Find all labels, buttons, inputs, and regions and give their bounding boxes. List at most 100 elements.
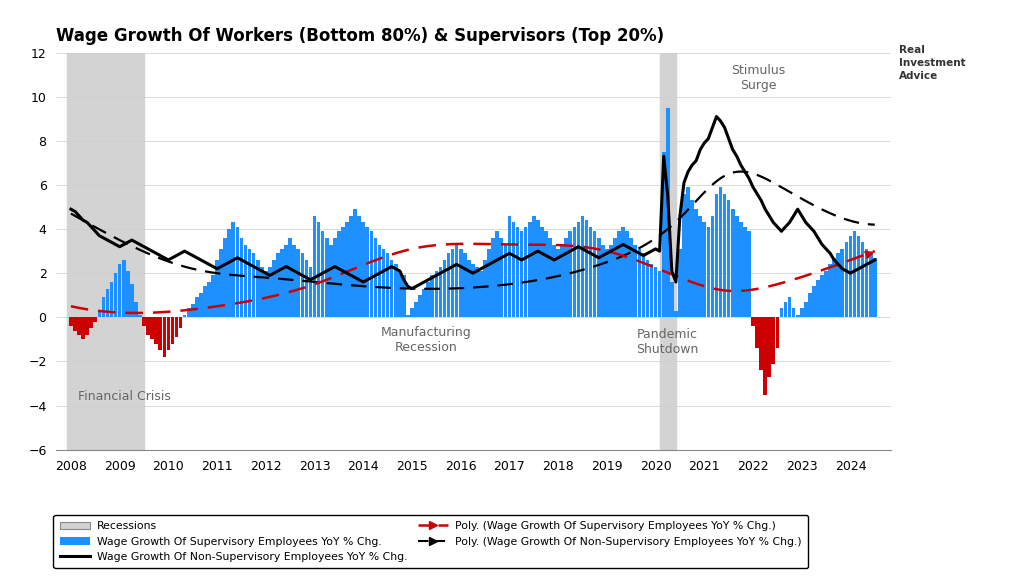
Text: Manufacturing
Recession: Manufacturing Recession — [381, 326, 472, 354]
Bar — [820, 276, 824, 317]
Bar — [723, 194, 726, 317]
Bar — [240, 238, 244, 317]
Bar — [792, 308, 796, 317]
Bar — [504, 245, 507, 317]
Bar — [89, 317, 93, 328]
Bar — [796, 315, 800, 317]
Bar — [203, 286, 207, 317]
Bar — [223, 238, 227, 317]
Bar — [171, 317, 174, 344]
Bar — [69, 317, 73, 326]
Text: Wage Growth Of Workers (Bottom 80%) & Supervisors (Top 20%): Wage Growth Of Workers (Bottom 80%) & Su… — [56, 27, 665, 46]
Bar — [329, 245, 333, 317]
Bar — [463, 253, 467, 317]
Bar — [512, 223, 515, 317]
Bar — [411, 308, 414, 317]
Bar — [114, 273, 118, 317]
Bar — [442, 260, 446, 317]
Bar — [370, 231, 373, 317]
Bar — [783, 302, 787, 317]
Bar — [837, 253, 840, 317]
Bar — [434, 271, 438, 317]
Bar — [556, 249, 560, 317]
Bar — [138, 315, 141, 317]
Bar — [398, 271, 401, 317]
Bar — [731, 209, 734, 317]
Bar — [568, 231, 572, 317]
Bar — [67, 53, 144, 450]
Bar — [804, 302, 808, 317]
Bar — [276, 253, 280, 317]
Bar — [690, 200, 694, 317]
Bar — [767, 317, 771, 377]
Bar — [483, 260, 486, 317]
Bar — [508, 216, 511, 317]
Bar — [321, 231, 325, 317]
Bar — [122, 260, 126, 317]
Bar — [617, 231, 621, 317]
Bar — [272, 260, 275, 317]
Bar — [678, 249, 682, 317]
Bar — [316, 223, 321, 317]
Bar — [828, 265, 831, 317]
Bar — [312, 216, 316, 317]
Bar — [657, 271, 662, 317]
Bar — [446, 253, 451, 317]
Bar — [289, 238, 292, 317]
Bar — [861, 242, 864, 317]
Bar — [531, 216, 536, 317]
Bar — [670, 282, 674, 317]
Bar — [159, 317, 162, 350]
Bar — [760, 317, 763, 370]
Bar — [800, 308, 804, 317]
Bar — [418, 296, 422, 317]
Bar — [438, 266, 442, 317]
Bar — [808, 293, 812, 317]
Bar — [865, 249, 868, 317]
Bar — [382, 249, 385, 317]
Bar — [126, 271, 130, 317]
Bar — [394, 265, 397, 317]
Bar — [812, 286, 816, 317]
Bar — [739, 223, 742, 317]
Text: Real
Investment
Advice: Real Investment Advice — [899, 44, 966, 81]
Bar — [300, 253, 304, 317]
Bar — [752, 317, 755, 326]
Bar — [325, 238, 329, 317]
Bar — [73, 317, 77, 331]
Bar — [849, 236, 852, 317]
Bar — [459, 249, 463, 317]
Bar — [195, 297, 199, 317]
Bar — [666, 107, 670, 317]
Bar — [540, 227, 544, 317]
Bar — [585, 220, 589, 317]
Bar — [845, 242, 848, 317]
Bar — [110, 282, 114, 317]
Bar — [190, 304, 195, 317]
Bar — [581, 216, 585, 317]
Bar — [357, 216, 361, 317]
Bar — [163, 317, 166, 357]
Bar — [605, 249, 608, 317]
Bar — [244, 245, 248, 317]
Bar — [698, 216, 702, 317]
Bar — [715, 194, 718, 317]
Bar — [349, 216, 353, 317]
Bar — [516, 227, 519, 317]
Bar — [869, 253, 872, 317]
Bar — [552, 245, 556, 317]
Bar — [682, 194, 686, 317]
Bar — [536, 220, 540, 317]
Bar — [361, 223, 366, 317]
Bar — [479, 271, 483, 317]
Bar — [719, 187, 722, 317]
Bar — [175, 317, 178, 337]
Bar — [853, 231, 856, 317]
Bar — [763, 317, 767, 395]
Bar — [422, 288, 426, 317]
Bar — [833, 258, 836, 317]
Bar — [285, 245, 288, 317]
Bar — [151, 317, 154, 339]
Bar — [601, 245, 604, 317]
Bar — [186, 308, 190, 317]
